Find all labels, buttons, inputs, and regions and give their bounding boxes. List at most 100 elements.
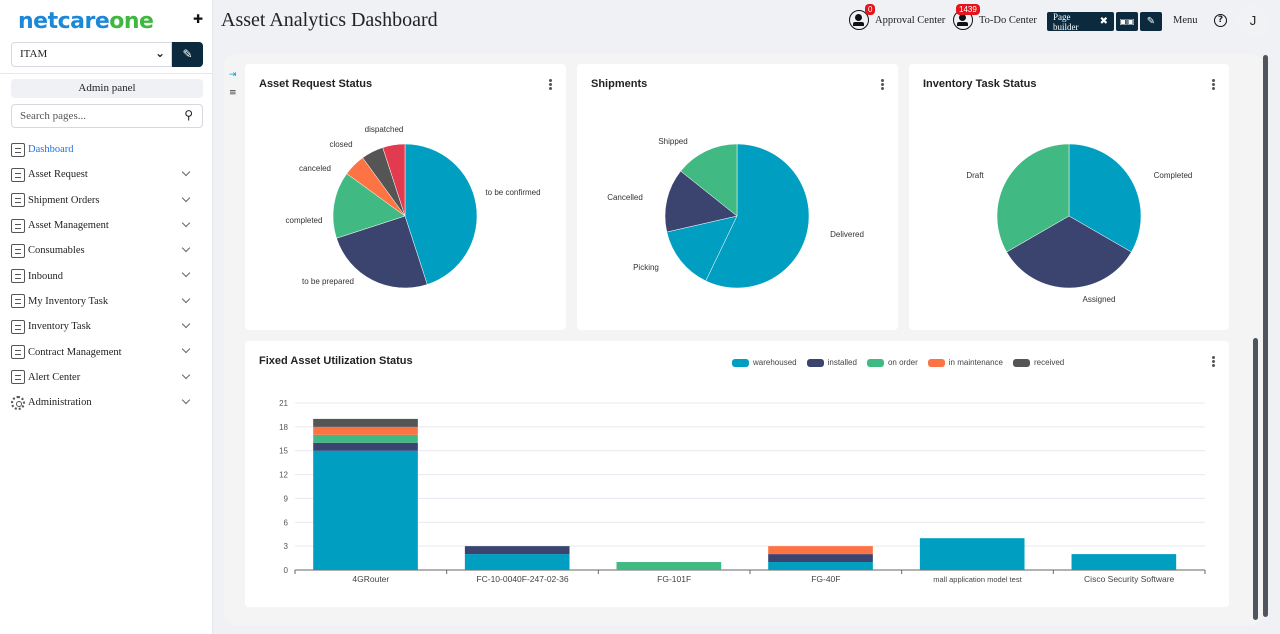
y-tick-label: 21: [279, 399, 288, 408]
module-edit-button[interactable]: ✎: [172, 42, 203, 67]
approval-count-badge: 0: [865, 4, 876, 15]
pie-slice-picking[interactable]: [666, 215, 738, 282]
chevron-down-icon[interactable]: [181, 319, 191, 329]
pin-icon[interactable]: ✚: [193, 12, 204, 26]
sidebar-nav: Dashboard Asset Request Shipment Orders Ass…: [11, 137, 201, 415]
bar-segment-installed[interactable]: [464, 546, 570, 555]
pie-slice-shipped[interactable]: [680, 143, 738, 217]
chevron-down-icon[interactable]: [181, 345, 191, 354]
pie-slice-draft[interactable]: [996, 143, 1070, 253]
legend-item-on-order[interactable]: on order: [866, 358, 918, 367]
dashboard-icon: [11, 142, 25, 157]
chevron-down-icon[interactable]: [181, 168, 191, 177]
filter-icon[interactable]: ≡: [229, 88, 237, 98]
chevron-down-icon[interactable]: [181, 269, 191, 278]
x-tick-label: Cisco Security Software: [1084, 574, 1174, 584]
todo-count-badge: 1439: [956, 4, 980, 15]
dashboard-scrollbar[interactable]: [1253, 338, 1258, 620]
todo-center-button[interactable]: 1439 To-Do Center: [953, 4, 1037, 30]
pie-label: Cancelled: [607, 193, 643, 202]
legend-item-warehoused[interactable]: warehoused: [732, 358, 797, 367]
card-title: Fixed Asset Utilization Status: [259, 355, 413, 367]
pie-label: Draft: [966, 171, 984, 180]
pie-slice-delivered[interactable]: [705, 143, 810, 289]
inventory-task-status-card: Inventory Task Status Completed Assigned D…: [909, 64, 1229, 330]
netcare-one-logo[interactable]: netcareone: [18, 9, 154, 34]
pie-slice-completed[interactable]: [1068, 143, 1142, 253]
pie-label: dispatched: [365, 125, 404, 134]
chevron-down-icon[interactable]: [181, 218, 191, 228]
consumables-icon: [11, 243, 25, 258]
edit-page-button[interactable]: ✎: [1140, 12, 1162, 31]
sidebar-item-asset-management[interactable]: Asset Management: [11, 213, 201, 238]
expand-panel-icon[interactable]: ⇥: [229, 70, 237, 80]
search-input[interactable]: [12, 105, 172, 127]
bar-segment-in-maintenance[interactable]: [768, 546, 873, 555]
layout-button[interactable]: ▣▣: [1116, 12, 1138, 31]
x-tick-label: 4GRouter: [352, 574, 389, 584]
bar-segment-in-maintenance[interactable]: [313, 426, 418, 435]
bar-segment-warehoused[interactable]: [768, 562, 873, 570]
sidebar-item-my-inventory-task[interactable]: My Inventory Task: [11, 289, 201, 314]
pie-label: canceled: [299, 164, 331, 173]
pie-label: completed: [286, 216, 323, 225]
pie-label: Shipped: [658, 137, 687, 146]
sidebar-item-asset-request[interactable]: Asset Request: [11, 162, 201, 187]
y-tick-label: 9: [284, 494, 289, 503]
approval-center-button[interactable]: 0 Approval Center: [849, 4, 945, 30]
search-pages: ⚲: [11, 104, 203, 128]
sidebar-item-alert-center[interactable]: Alert Center: [11, 365, 201, 390]
admin-panel-button[interactable]: Admin panel: [11, 79, 203, 98]
legend-swatch: [866, 358, 884, 367]
sidebar-item-consumables[interactable]: Consumables: [11, 238, 201, 263]
bar-segment-installed[interactable]: [313, 442, 418, 451]
legend-item-installed[interactable]: installed: [806, 358, 857, 367]
help-icon[interactable]: ?: [1214, 14, 1227, 27]
chevron-down-icon[interactable]: [181, 370, 191, 379]
kebab-menu-icon[interactable]: [1212, 356, 1215, 367]
sidebar-item-shipment-orders[interactable]: Shipment Orders: [11, 188, 201, 213]
logo-text-netcare: netcare: [18, 9, 110, 34]
page-scrollbar[interactable]: [1263, 55, 1268, 617]
chevron-down-icon[interactable]: [181, 294, 191, 304]
bar-segment-warehoused[interactable]: [919, 538, 1025, 570]
bar-segment-installed[interactable]: [768, 554, 873, 563]
page-builder-button[interactable]: Page builder ✖: [1047, 12, 1114, 32]
pie-slice-to-be-confirmed[interactable]: [404, 143, 478, 285]
bar-segment-on-order[interactable]: [313, 434, 418, 443]
pie-slice-completed[interactable]: [332, 173, 406, 239]
kebab-menu-icon[interactable]: [1212, 79, 1215, 90]
bar-segment-warehoused[interactable]: [1071, 554, 1177, 570]
chevron-down-icon[interactable]: [181, 395, 191, 405]
search-icon[interactable]: ⚲: [184, 108, 193, 122]
chevron-down-icon[interactable]: [181, 193, 191, 202]
bar-segment-warehoused[interactable]: [313, 450, 418, 570]
chevron-down-icon[interactable]: [181, 243, 191, 253]
legend-item-in-maintenance[interactable]: in maintenance: [927, 358, 1003, 367]
sidebar-item-label: Consumables: [28, 245, 85, 257]
kebab-menu-icon[interactable]: [549, 79, 552, 90]
y-tick-label: 0: [284, 566, 289, 575]
menu-button[interactable]: Menu: [1173, 15, 1198, 26]
bar-segment-received[interactable]: [313, 418, 418, 427]
module-select[interactable]: ITAM ⌄: [11, 42, 172, 67]
user-avatar[interactable]: J: [1237, 5, 1269, 37]
sidebar-item-label: Dashboard: [28, 144, 74, 156]
pie-label: closed: [329, 140, 352, 149]
pie-slice-to-be-prepared[interactable]: [336, 215, 428, 289]
sidebar-item-contract-management[interactable]: Contract Management: [11, 339, 201, 364]
sidebar-item-dashboard[interactable]: Dashboard: [11, 137, 201, 162]
bar-segment-warehoused[interactable]: [464, 554, 570, 570]
pie-slice-dispatched[interactable]: [382, 143, 406, 217]
chart-legend: warehoused installed on order in maintenanc…: [732, 358, 1064, 367]
legend-item-received[interactable]: received: [1013, 358, 1064, 367]
pie-slice-cancelled[interactable]: [664, 170, 738, 233]
bar-segment-on-order[interactable]: [616, 562, 722, 570]
sidebar-item-inventory-task[interactable]: Inventory Task: [11, 314, 201, 339]
kebab-menu-icon[interactable]: [881, 79, 884, 90]
pie-label: Delivered: [830, 230, 864, 239]
sidebar-item-inbound[interactable]: Inbound: [11, 263, 201, 288]
asset-management-icon: [11, 218, 25, 233]
sidebar-item-administration[interactable]: Administration: [11, 390, 201, 415]
